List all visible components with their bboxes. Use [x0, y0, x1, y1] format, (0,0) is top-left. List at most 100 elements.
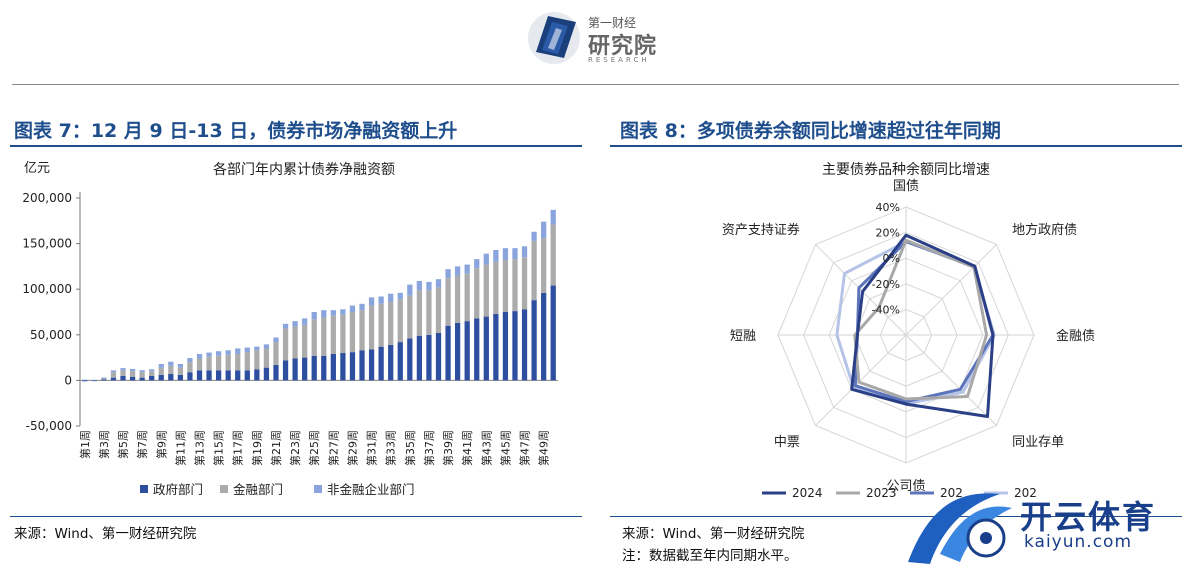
bar-segment — [159, 368, 164, 375]
x-tick-label: 第17周 — [231, 430, 245, 466]
x-tick-label: 第31周 — [365, 430, 379, 466]
bar-segment — [474, 318, 479, 380]
radar-tick-label: 40% — [876, 201, 900, 214]
radar-tick-label: -20% — [872, 278, 900, 291]
bar-segment — [388, 345, 393, 381]
x-tick-label: 第43周 — [479, 430, 493, 466]
header-divider — [12, 84, 1179, 85]
bar-segment — [216, 370, 221, 380]
x-tick-label: 第49周 — [537, 430, 551, 466]
bar-segment — [541, 222, 546, 238]
bar-segment — [187, 358, 192, 362]
x-tick-label: 第47周 — [518, 430, 532, 466]
bar-segment — [445, 326, 450, 381]
bar-segment — [292, 359, 297, 381]
bar-segment — [340, 309, 345, 314]
bar-segment — [417, 290, 422, 336]
bar-segment — [455, 266, 460, 275]
bar-segment — [101, 377, 106, 378]
bar-segment — [350, 352, 355, 380]
bar-segment — [407, 338, 412, 380]
bar-segment — [245, 352, 250, 370]
bar-segment — [140, 372, 145, 377]
bar-segment — [216, 351, 221, 356]
bar-segment — [445, 269, 450, 278]
bar-segment — [531, 232, 536, 241]
bar-segment — [531, 241, 536, 300]
bar-segment — [426, 282, 431, 290]
radar-axis-label: 国债 — [893, 179, 919, 194]
logo-sub-text: RESEARCH — [588, 56, 650, 64]
x-tick-label: 第35周 — [403, 430, 417, 466]
y-tick-label: 200,000 — [22, 191, 72, 205]
right-title-rule — [610, 145, 1182, 147]
bar-segment — [226, 350, 231, 355]
bar-segment — [312, 319, 317, 355]
bar-segment — [178, 368, 183, 375]
radar-chart-title: 主要债券品种余额同比增速 — [822, 161, 990, 178]
bar-segment — [407, 285, 412, 296]
x-tick-label: 第23周 — [288, 430, 302, 466]
bar-segment — [101, 379, 106, 380]
bar-segment — [445, 278, 450, 325]
bar-segment — [302, 325, 307, 358]
bar-segment — [264, 348, 269, 367]
bar-segment — [340, 315, 345, 353]
radar-axis-label: 地方政府债 — [1012, 222, 1077, 238]
left-source: 来源：Wind、第一财经研究院 — [14, 522, 196, 542]
bar-segment — [503, 248, 508, 260]
left-title-rule — [10, 145, 582, 147]
bar-segment — [379, 296, 384, 303]
legend-label: 非金融企业部门 — [327, 482, 415, 497]
bar-segment — [541, 293, 546, 381]
bar-segment — [484, 254, 489, 265]
bar-segment — [168, 366, 173, 374]
bar-segment — [359, 350, 364, 380]
radar-series-2024 — [852, 235, 993, 416]
bar-segment — [264, 368, 269, 381]
x-tick-label: 第27周 — [326, 430, 340, 466]
bar-segment — [245, 348, 250, 353]
x-tick-label: 第19周 — [250, 430, 264, 466]
bar-segment — [350, 306, 355, 312]
bar-segment — [551, 224, 556, 285]
bar-segment — [465, 265, 470, 274]
radar-chart: 主要债券品种余额同比增速-40%-20%0%20%40%国债地方政府债金融债同业… — [610, 152, 1182, 512]
bar-segment — [398, 293, 403, 299]
bar-segment — [484, 265, 489, 317]
bar-segment — [187, 362, 192, 372]
bar-segment — [493, 250, 498, 262]
right-source: 来源：Wind、第一财经研究院 — [622, 522, 804, 542]
bar-segment — [130, 371, 135, 376]
bar-segment — [235, 348, 240, 353]
radar-axis-label: 短融 — [730, 329, 756, 344]
bar-segment — [321, 317, 326, 355]
bar-segment — [522, 309, 527, 380]
bar-segment — [178, 375, 183, 380]
bar-segment — [273, 342, 278, 365]
bar-segment — [273, 365, 278, 381]
bar-segment — [226, 355, 231, 371]
bar-segment — [206, 357, 211, 371]
bar-segment — [140, 370, 145, 372]
bar-segment — [379, 347, 384, 381]
bar-segment — [206, 353, 211, 357]
bar-segment — [283, 328, 288, 360]
bar-segment — [465, 274, 470, 321]
bar-segment — [551, 210, 556, 225]
bar-segment — [254, 350, 259, 369]
bar-segment — [292, 327, 297, 359]
bar-segment — [283, 360, 288, 380]
bar-segment — [541, 238, 546, 293]
x-tick-label: 第13周 — [193, 430, 207, 466]
bar-segment — [235, 370, 240, 380]
radar-tick-label: 0% — [883, 252, 900, 265]
bar-segment — [159, 364, 164, 368]
kaiyun-logo-icon — [900, 484, 1020, 574]
left-source-rule — [10, 516, 582, 517]
bar-segment — [331, 354, 336, 380]
bar-segment — [197, 359, 202, 371]
bar-segment — [398, 342, 403, 380]
bar-segment — [321, 356, 326, 381]
bar-segment — [503, 312, 508, 380]
